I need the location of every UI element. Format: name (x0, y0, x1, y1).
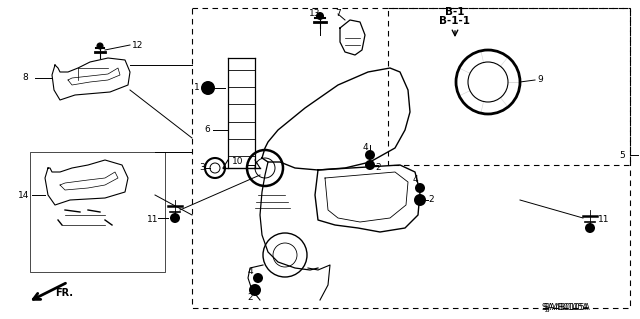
Text: B-1: B-1 (445, 7, 465, 17)
Text: SJA4B0105A: SJA4B0105A (541, 303, 588, 312)
Text: SJA4B0105A: SJA4B0105A (543, 303, 590, 312)
Bar (30, 152, 165, 272)
Text: 4: 4 (412, 175, 418, 184)
Text: 4: 4 (247, 268, 253, 277)
Circle shape (253, 273, 263, 283)
Text: 9: 9 (537, 76, 543, 85)
Circle shape (365, 150, 375, 160)
Text: 2: 2 (428, 196, 434, 204)
Text: 4: 4 (362, 144, 368, 152)
Text: 14: 14 (18, 190, 29, 199)
Circle shape (97, 43, 103, 49)
Bar (192, 8, 630, 308)
Circle shape (365, 160, 375, 170)
Circle shape (249, 284, 261, 296)
Text: 8: 8 (22, 73, 28, 83)
Text: 10: 10 (232, 158, 243, 167)
Text: 5: 5 (620, 151, 625, 160)
Text: 1: 1 (195, 84, 200, 93)
Circle shape (201, 81, 215, 95)
Text: FR.: FR. (55, 288, 73, 298)
Text: 13: 13 (309, 10, 321, 19)
Circle shape (316, 12, 324, 20)
Text: 11: 11 (598, 216, 609, 225)
Text: 7: 7 (335, 10, 340, 19)
Text: 2: 2 (375, 164, 381, 173)
Circle shape (170, 213, 180, 223)
Circle shape (585, 223, 595, 233)
Text: 6: 6 (204, 125, 210, 135)
Text: B-1-1: B-1-1 (440, 16, 470, 26)
Text: 11: 11 (147, 216, 158, 225)
Circle shape (415, 183, 425, 193)
Text: 12: 12 (132, 41, 143, 49)
Text: 2: 2 (247, 293, 253, 302)
Circle shape (414, 194, 426, 206)
Bar (388, 8, 630, 165)
Text: 3: 3 (199, 164, 205, 173)
